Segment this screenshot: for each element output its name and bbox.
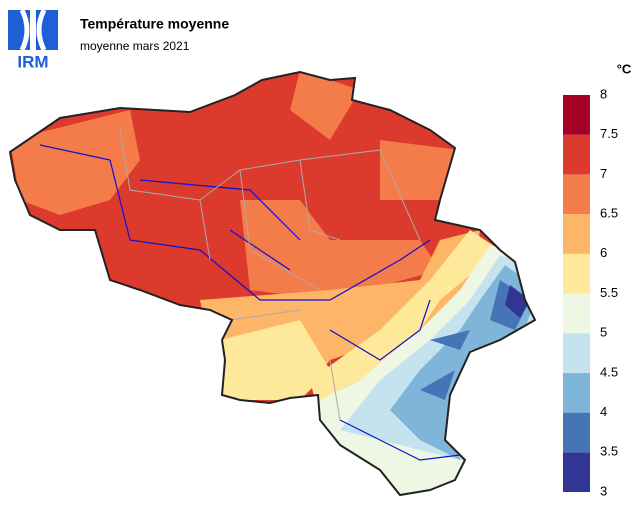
legend-swatch (563, 293, 590, 334)
legend-swatch (563, 333, 590, 373)
legend-tick-label: 5 (600, 325, 607, 340)
subtitle: moyenne mars 2021 (80, 39, 190, 53)
legend-swatch (563, 452, 590, 492)
map (10, 72, 535, 495)
legend-swatch (563, 372, 590, 413)
legend-tick-label: 6 (600, 245, 607, 260)
legend-tick-label: 8 (600, 86, 607, 101)
logo: IRM (8, 8, 58, 71)
legend-tick-label: 4.5 (600, 364, 618, 379)
legend-swatch (563, 134, 590, 175)
legend-swatch (563, 412, 590, 453)
legend-tick-label: 6.5 (600, 206, 618, 221)
legend-swatch (563, 253, 590, 294)
legend-tick-label: 3 (600, 483, 607, 498)
title: Température moyenne (80, 16, 229, 32)
legend-tick-label: 7.5 (600, 126, 618, 141)
border (8, 70, 537, 497)
legend-unit: °C (617, 61, 632, 76)
legend-tick-label: 7 (600, 166, 607, 181)
legend-tick-label: 4 (600, 404, 607, 419)
legend-swatch (563, 95, 590, 135)
legend: 3 3.5 4 4.5 5 5.5 6 6.5 7 7.5 8 (563, 86, 618, 498)
legend-tick-label: 3.5 (600, 444, 618, 459)
legend-swatch (563, 214, 590, 254)
legend-tick-label: 5.5 (600, 285, 618, 300)
logo-text: IRM (17, 52, 48, 71)
legend-swatch (563, 174, 590, 215)
